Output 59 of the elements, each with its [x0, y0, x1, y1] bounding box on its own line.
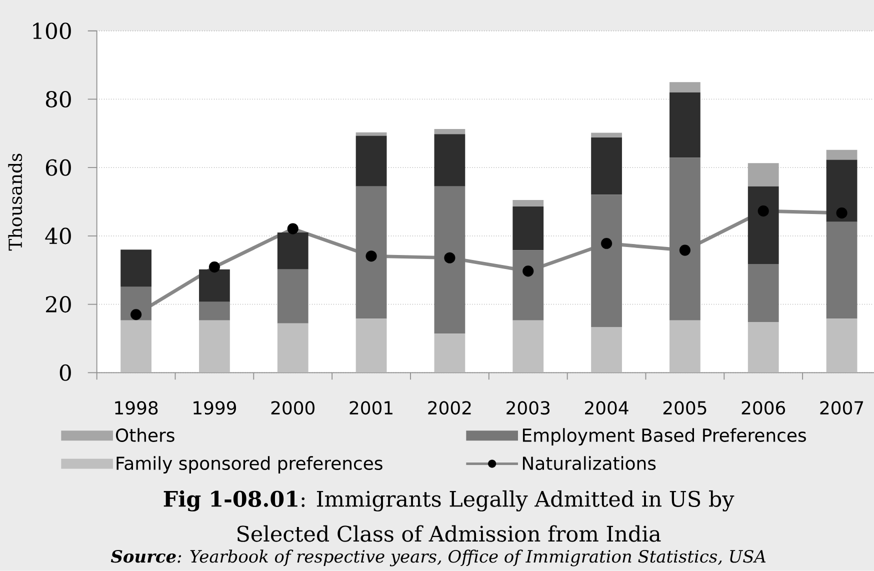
bar	[670, 92, 700, 158]
bar	[748, 264, 779, 322]
x-tick-label: 1998	[115, 401, 158, 415]
bar	[356, 318, 387, 373]
bar	[748, 322, 779, 373]
bar	[434, 134, 466, 186]
bar	[670, 82, 700, 92]
bar	[199, 320, 230, 373]
y-axis-title: Thousands	[8, 154, 22, 251]
text: Source: Yearbook of respective years, Office of Immigration Statistics, USA	[110, 550, 766, 566]
y-tick-label: 100	[33, 22, 71, 40]
bar	[356, 186, 387, 319]
x-tick-label: 2005	[663, 401, 706, 415]
bar	[512, 250, 544, 320]
x-tick-label: 2007	[820, 401, 864, 415]
bar	[591, 327, 622, 373]
x-tick-label: 2004	[585, 401, 628, 415]
y-tick-label: 20	[46, 296, 71, 313]
bar	[826, 160, 858, 222]
legend-label: Employment Based Preferences	[522, 428, 806, 446]
y-tick-label: 0	[60, 364, 71, 381]
bar	[277, 232, 308, 270]
bar	[512, 200, 544, 207]
x-tick-label: 1999	[194, 401, 236, 415]
x-tick-label: 2002	[428, 401, 471, 415]
bar	[277, 269, 308, 324]
bar	[120, 320, 152, 373]
bar	[591, 138, 622, 195]
legend-label: Others	[116, 428, 174, 442]
bar	[434, 129, 466, 134]
bar	[434, 334, 466, 373]
bar	[748, 186, 779, 264]
bar	[670, 158, 700, 320]
bar	[826, 150, 858, 160]
bar	[826, 318, 858, 373]
text: Fig 1-08.01: Immigrants Legally Admitted in US by Selected Class of Admission from India	[164, 490, 734, 542]
y-tick-label: 60	[46, 159, 71, 176]
x-tick-label: 2006	[742, 401, 786, 415]
bar	[199, 269, 230, 302]
bar	[512, 206, 544, 250]
bar	[670, 320, 700, 373]
bar	[591, 132, 622, 138]
bar	[748, 163, 779, 186]
x-tick-label: 2003	[506, 401, 550, 415]
y-tick-label: 40	[45, 228, 71, 244]
legend-label: Naturalizations	[522, 456, 656, 470]
x-tick-label: 2000	[271, 401, 314, 415]
bar	[120, 250, 152, 287]
bar	[277, 323, 308, 373]
legend-label: Family sponsored preferences	[116, 456, 382, 474]
bar	[356, 136, 387, 186]
bar	[512, 320, 544, 373]
bar	[199, 302, 230, 320]
bar	[591, 194, 622, 328]
x-tick-label: 2001	[350, 401, 392, 415]
bar	[434, 186, 466, 334]
y-tick-label: 80	[46, 90, 71, 108]
bar	[356, 132, 387, 136]
bar	[826, 222, 858, 319]
